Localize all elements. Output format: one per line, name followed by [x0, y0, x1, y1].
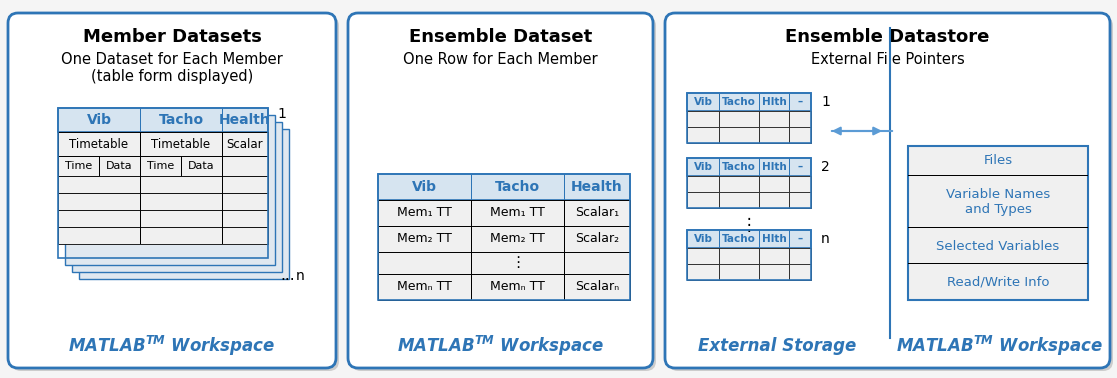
Text: Vib: Vib — [694, 97, 713, 107]
Text: Scalar: Scalar — [227, 138, 264, 150]
Bar — [908, 263, 1088, 264]
Bar — [687, 192, 811, 208]
Bar — [58, 108, 268, 258]
Text: n: n — [821, 232, 830, 246]
Text: Tacho: Tacho — [722, 162, 756, 172]
Text: Memₙ TT: Memₙ TT — [490, 280, 545, 293]
Text: Tacho: Tacho — [495, 180, 540, 194]
Bar — [687, 127, 811, 143]
Text: Vib: Vib — [694, 162, 713, 172]
Text: ⋮: ⋮ — [741, 216, 757, 234]
Bar — [58, 108, 268, 132]
Text: 2: 2 — [821, 160, 830, 174]
Text: Tacho: Tacho — [722, 234, 756, 244]
Bar — [687, 248, 811, 264]
Bar — [687, 230, 811, 248]
Text: MATLAB$^\mathregular{TM}$ Workspace: MATLAB$^\mathregular{TM}$ Workspace — [896, 334, 1104, 358]
Text: Selected Variables: Selected Variables — [936, 240, 1060, 253]
Text: ...: ... — [280, 268, 295, 284]
Bar — [58, 156, 268, 176]
Text: Mem₁ TT: Mem₁ TT — [397, 206, 452, 220]
Text: ⋮: ⋮ — [509, 256, 525, 271]
Text: Vib: Vib — [412, 180, 437, 194]
Text: Health: Health — [219, 113, 271, 127]
Text: Variable Names
and Types: Variable Names and Types — [946, 187, 1050, 217]
Text: MATLAB$^\mathregular{TM}$ Workspace: MATLAB$^\mathregular{TM}$ Workspace — [68, 334, 276, 358]
Text: Ensemble Dataset: Ensemble Dataset — [409, 28, 592, 46]
FancyBboxPatch shape — [351, 16, 656, 371]
Text: Member Datasets: Member Datasets — [83, 28, 261, 46]
Text: Time: Time — [146, 161, 174, 171]
Text: Mem₂ TT: Mem₂ TT — [490, 232, 545, 245]
Bar — [687, 176, 811, 192]
Bar — [378, 200, 630, 226]
FancyBboxPatch shape — [8, 13, 336, 368]
Text: Ensemble Datastore: Ensemble Datastore — [785, 28, 990, 46]
Text: –: – — [798, 234, 802, 244]
Text: Scalar₁: Scalar₁ — [575, 206, 619, 220]
Text: (table form displayed): (table form displayed) — [90, 68, 254, 84]
Text: Memₙ TT: Memₙ TT — [397, 280, 452, 293]
Bar — [71, 122, 281, 272]
Text: One Row for Each Member: One Row for Each Member — [403, 51, 598, 67]
Text: Scalar₂: Scalar₂ — [575, 232, 619, 245]
Bar — [378, 174, 630, 200]
Text: Hlth: Hlth — [762, 234, 786, 244]
Bar — [378, 226, 630, 252]
Bar — [58, 193, 268, 210]
Bar — [378, 174, 630, 300]
Text: Timetable: Timetable — [152, 138, 211, 150]
Text: Files: Files — [983, 155, 1013, 167]
Text: –: – — [798, 97, 802, 107]
Bar — [908, 175, 1088, 176]
FancyBboxPatch shape — [668, 16, 1113, 371]
Text: Mem₂ TT: Mem₂ TT — [397, 232, 452, 245]
Text: External Storage: External Storage — [698, 337, 857, 355]
FancyBboxPatch shape — [11, 16, 338, 371]
Text: Read/Write Info: Read/Write Info — [947, 276, 1049, 288]
Bar — [378, 274, 630, 300]
Text: One Dataset for Each Member: One Dataset for Each Member — [61, 51, 283, 67]
Text: Hlth: Hlth — [762, 97, 786, 107]
Bar — [908, 146, 1088, 300]
Bar — [58, 176, 268, 193]
Text: Mem₁ TT: Mem₁ TT — [490, 206, 545, 220]
Bar — [908, 227, 1088, 228]
Text: Vib: Vib — [694, 234, 713, 244]
Text: Time: Time — [65, 161, 92, 171]
FancyBboxPatch shape — [665, 13, 1110, 368]
FancyBboxPatch shape — [349, 13, 653, 368]
Text: 1: 1 — [821, 95, 830, 109]
Bar — [687, 158, 811, 208]
Text: External File Pointers: External File Pointers — [811, 51, 964, 67]
Bar — [687, 158, 811, 176]
Bar — [58, 210, 268, 227]
Bar — [58, 227, 268, 244]
Bar — [58, 132, 268, 156]
Bar — [79, 129, 289, 279]
Bar — [687, 230, 811, 280]
Text: –: – — [798, 162, 802, 172]
Bar — [687, 93, 811, 143]
Text: Data: Data — [106, 161, 133, 171]
Bar — [378, 252, 630, 274]
Text: Hlth: Hlth — [762, 162, 786, 172]
Text: Tacho: Tacho — [159, 113, 203, 127]
Text: Data: Data — [188, 161, 214, 171]
Text: Vib: Vib — [86, 113, 112, 127]
Bar — [687, 93, 811, 111]
Text: Health: Health — [571, 180, 623, 194]
Bar — [65, 115, 275, 265]
Text: Timetable: Timetable — [69, 138, 128, 150]
Text: n: n — [296, 269, 305, 283]
Text: Tacho: Tacho — [722, 97, 756, 107]
Bar — [687, 111, 811, 127]
Bar — [687, 264, 811, 280]
Text: MATLAB$^\mathregular{TM}$ Workspace: MATLAB$^\mathregular{TM}$ Workspace — [397, 334, 604, 358]
Text: Scalarₙ: Scalarₙ — [575, 280, 619, 293]
Text: 1: 1 — [277, 107, 286, 121]
